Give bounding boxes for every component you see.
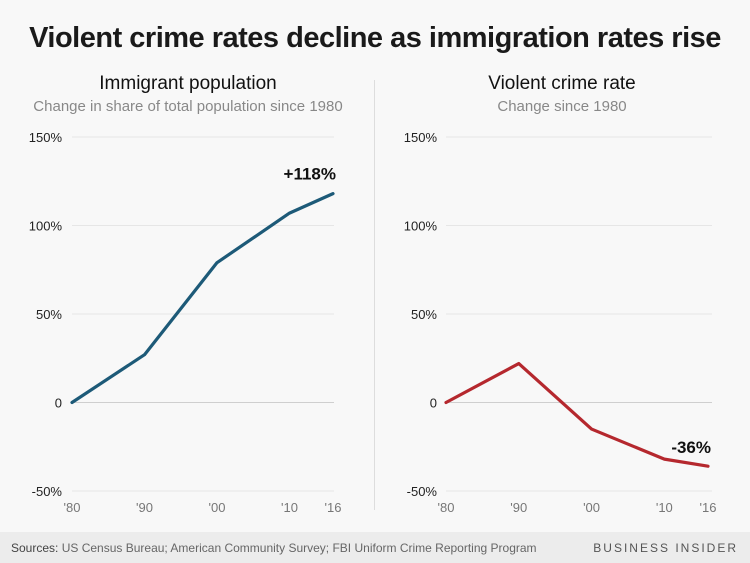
data-label: -36% — [671, 438, 711, 457]
x-tick-label: '80 — [438, 500, 455, 515]
footer: Sources: US Census Bureau; American Comm… — [0, 532, 750, 563]
data-label: +118% — [284, 165, 336, 184]
chart-title: Violent crime rates decline as immigrati… — [29, 22, 721, 54]
x-tick-label: '80 — [64, 500, 81, 515]
y-tick-label: 100% — [29, 219, 63, 234]
sources-label: Sources: — [11, 541, 59, 555]
y-tick-label: 50% — [36, 307, 62, 322]
x-tick-label: '90 — [136, 500, 153, 515]
y-tick-label: 0 — [55, 396, 62, 411]
x-tick-label: '10 — [656, 500, 673, 515]
panel-divider — [374, 80, 375, 510]
series-line — [70, 192, 335, 405]
sources-note: Sources: US Census Bureau; American Comm… — [11, 541, 537, 555]
y-tick-label: 100% — [404, 219, 438, 234]
right-panel-title: Violent crime rate — [488, 73, 636, 94]
x-tick-label: '00 — [209, 500, 226, 515]
y-tick-label: -50% — [32, 484, 63, 499]
y-tick-label: 0 — [430, 396, 437, 411]
left-panel-title: Immigrant population — [99, 73, 277, 94]
brand-logo: BUSINESS INSIDER — [593, 541, 738, 555]
y-tick-label: 50% — [411, 307, 437, 322]
charts-canvas: 150%100%50%0-50%'80'90'00'10'16+118%150%… — [29, 130, 717, 515]
sources-text: US Census Bureau; American Community Sur… — [61, 541, 537, 555]
series-line — [444, 361, 710, 468]
x-tick-label: '90 — [510, 500, 527, 515]
x-tick-label: '10 — [281, 500, 298, 515]
x-tick-label: '16 — [325, 500, 342, 515]
x-tick-label: '00 — [583, 500, 600, 515]
y-tick-label: 150% — [404, 130, 438, 145]
left-panel-subtitle: Change in share of total population sinc… — [33, 98, 343, 115]
right-panel-subtitle: Change since 1980 — [497, 98, 627, 115]
y-tick-label: -50% — [407, 484, 438, 499]
x-tick-label: '16 — [700, 500, 717, 515]
y-tick-label: 150% — [29, 130, 63, 145]
